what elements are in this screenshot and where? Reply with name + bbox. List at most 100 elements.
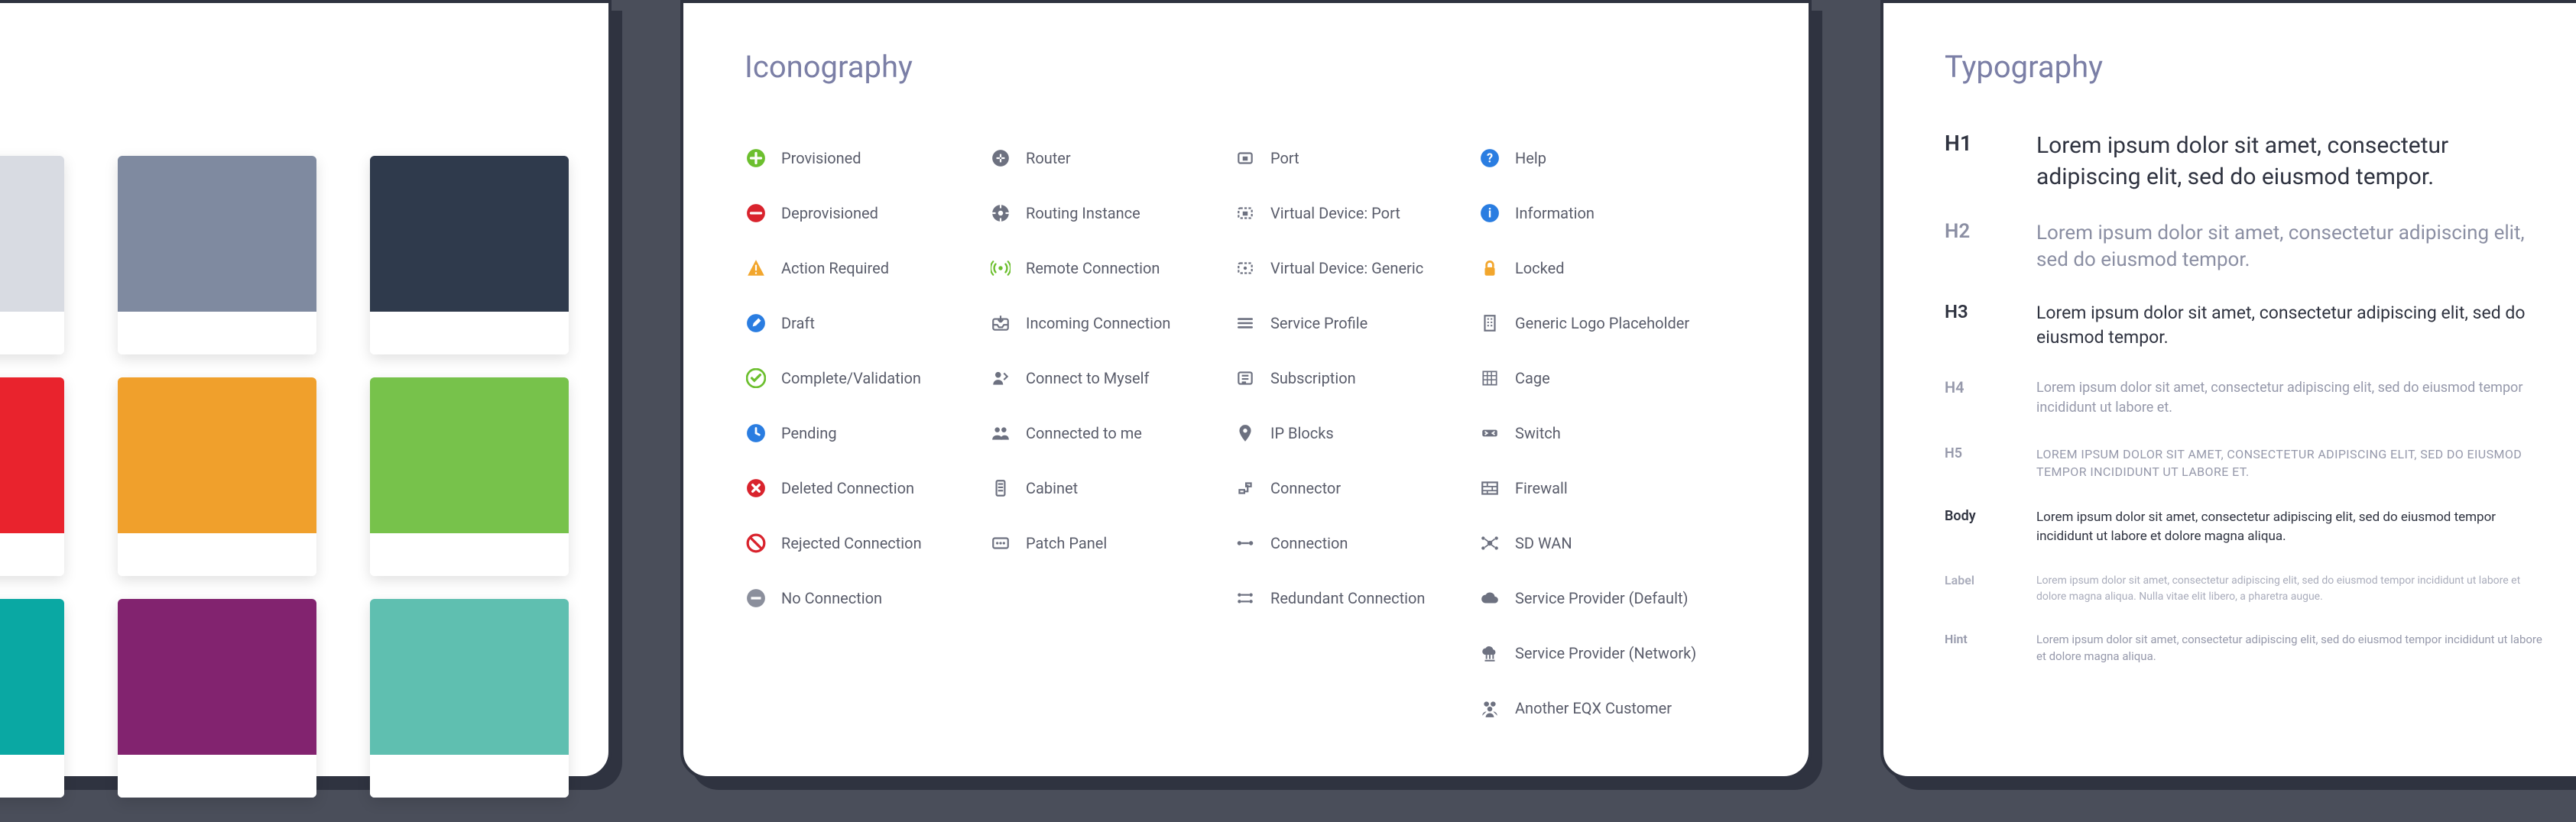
typo-sample: Lorem ipsum dolor sit amet, consectetur …: [2036, 301, 2550, 350]
icon-row: Deleted Connection: [745, 461, 989, 516]
icon-row: i Information: [1478, 186, 1754, 241]
icon-label: Patch Panel: [1026, 534, 1107, 552]
icon-label: Connected to me: [1026, 424, 1142, 442]
icon-row: Routing Instance: [989, 186, 1234, 241]
icon-row: Locked: [1478, 241, 1754, 296]
swatch-color: [370, 377, 569, 533]
icon-row: Switch: [1478, 406, 1754, 461]
typo-row-hint: Hint Lorem ipsum dolor sit amet, consecte…: [1945, 632, 2550, 665]
icon-label: SD WAN: [1515, 534, 1572, 552]
swatch-color: [0, 156, 64, 312]
typo-row-h5: H5LOREM IPSUM DOLOR SIT AMET, CONSECTETU…: [1945, 445, 2550, 481]
typo-tag: Label: [1945, 573, 2013, 587]
icon-row: Cage: [1478, 351, 1754, 406]
icon-row: Subscription: [1234, 351, 1478, 406]
icon-row: Rejected Connection: [745, 516, 989, 571]
icon-label: Another EQX Customer: [1515, 699, 1672, 717]
swatch-grid: [0, 156, 578, 798]
icon-row: Patch Panel: [989, 516, 1234, 571]
swatch-label: [0, 755, 64, 798]
icon-row: ?Help: [1478, 131, 1754, 186]
typo-sample: Lorem ipsum dolor sit amet, consectetur …: [2036, 632, 2550, 665]
icon-row: Another EQX Customer: [1478, 681, 1754, 736]
svg-text:i: i: [1488, 206, 1491, 220]
icon-row: Firewall: [1478, 461, 1754, 516]
rejected-icon: [745, 532, 767, 555]
typo-sample: Lorem ipsum dolor sit amet, consectetur …: [2036, 573, 2550, 604]
typo-row-label: Label Lorem ipsum dolor sit amet, consect…: [1945, 573, 2550, 604]
provisioned-icon: [745, 147, 767, 170]
typography-title: Typography: [1945, 49, 2550, 85]
sdwan-icon: [1478, 532, 1501, 555]
swatch-color: [0, 599, 64, 755]
icon-label: Service Profile: [1270, 314, 1367, 332]
color-swatch: [118, 599, 316, 798]
swatch-label: [0, 312, 64, 354]
icon-label: Virtual Device: Port: [1270, 204, 1400, 222]
icon-row: Service Profile: [1234, 296, 1478, 351]
icon-label: Information: [1515, 204, 1595, 222]
icon-label: Incoming Connection: [1026, 314, 1170, 332]
routing-instance-icon: [989, 202, 1012, 225]
icon-label: Deprovisioned: [781, 204, 878, 222]
typo-tag: H4: [1945, 378, 2013, 396]
icon-row: SD WAN: [1478, 516, 1754, 571]
swatch-color: [0, 377, 64, 533]
icon-row: Connector: [1234, 461, 1478, 516]
icon-label: Service Provider (Default): [1515, 589, 1688, 607]
icon-label: Connection: [1270, 534, 1348, 552]
color-swatch: [370, 156, 569, 354]
icon-grid: ProvisionedRouterPort?HelpDeprovisionedR…: [745, 131, 1747, 736]
swatch-color: [118, 377, 316, 533]
typo-row-h3: H3Lorem ipsum dolor sit amet, consectetu…: [1945, 301, 2550, 350]
icon-row: Port: [1234, 131, 1478, 186]
color-swatch: [370, 599, 569, 798]
color-swatch: [370, 377, 569, 576]
icon-row: Incoming Connection: [989, 296, 1234, 351]
typo-sample: Lorem ipsum dolor sit amet, consectetur …: [2036, 131, 2550, 193]
icon-row: Connected to me: [989, 406, 1234, 461]
deleted-icon: [745, 477, 767, 500]
icon-row: Deprovisioned: [745, 186, 989, 241]
sp-default-icon: [1478, 587, 1501, 610]
vdevice-generic-icon: [1234, 257, 1257, 280]
icon-row: Service Provider (Network): [1478, 626, 1754, 681]
service-profile-icon: [1234, 312, 1257, 335]
icon-label: Deleted Connection: [781, 479, 914, 497]
icon-row: Pending: [745, 406, 989, 461]
typo-tag: H1: [1945, 131, 2013, 156]
typo-tag: Hint: [1945, 632, 2013, 646]
icon-row: Cabinet: [989, 461, 1234, 516]
icon-label: IP Blocks: [1270, 424, 1334, 442]
color-swatch: [118, 377, 316, 576]
typo-tag: Body: [1945, 508, 2013, 524]
complete-icon: [745, 367, 767, 390]
info-icon: i: [1478, 202, 1501, 225]
icon-row: Provisioned: [745, 131, 989, 186]
typo-row-body: BodyLorem ipsum dolor sit amet, consecte…: [1945, 508, 2550, 545]
icon-label: Cabinet: [1026, 479, 1078, 497]
typo-sample: LOREM IPSUM DOLOR SIT AMET, CONSECTETUR …: [2036, 445, 2550, 481]
iconography-card: Iconography ProvisionedRouterPort?HelpDe…: [680, 0, 1812, 779]
firewall-icon: [1478, 477, 1501, 500]
icon-label: Firewall: [1515, 479, 1568, 497]
typo-tag: H2: [1945, 220, 2013, 243]
swatch-label: [370, 755, 569, 798]
colors-card: [0, 0, 612, 779]
icon-row: Connect to Myself: [989, 351, 1234, 406]
icon-row: Service Provider (Default): [1478, 571, 1754, 626]
sp-network-icon: [1478, 642, 1501, 665]
color-swatch: [0, 599, 64, 798]
cage-icon: [1478, 367, 1501, 390]
icon-label: Connector: [1270, 479, 1341, 497]
eqx-customer-icon: [1478, 697, 1501, 720]
connected-to-me-icon: [989, 422, 1012, 445]
switch-icon: [1478, 422, 1501, 445]
icon-row: Router: [989, 131, 1234, 186]
typo-sample: Lorem ipsum dolor sit amet, consectetur …: [2036, 220, 2550, 273]
icon-row: Virtual Device: Generic: [1234, 241, 1478, 296]
icon-row: Draft: [745, 296, 989, 351]
icon-label: Provisioned: [781, 149, 861, 167]
swatch-label: [118, 312, 316, 354]
icon-label: Cage: [1515, 369, 1550, 387]
